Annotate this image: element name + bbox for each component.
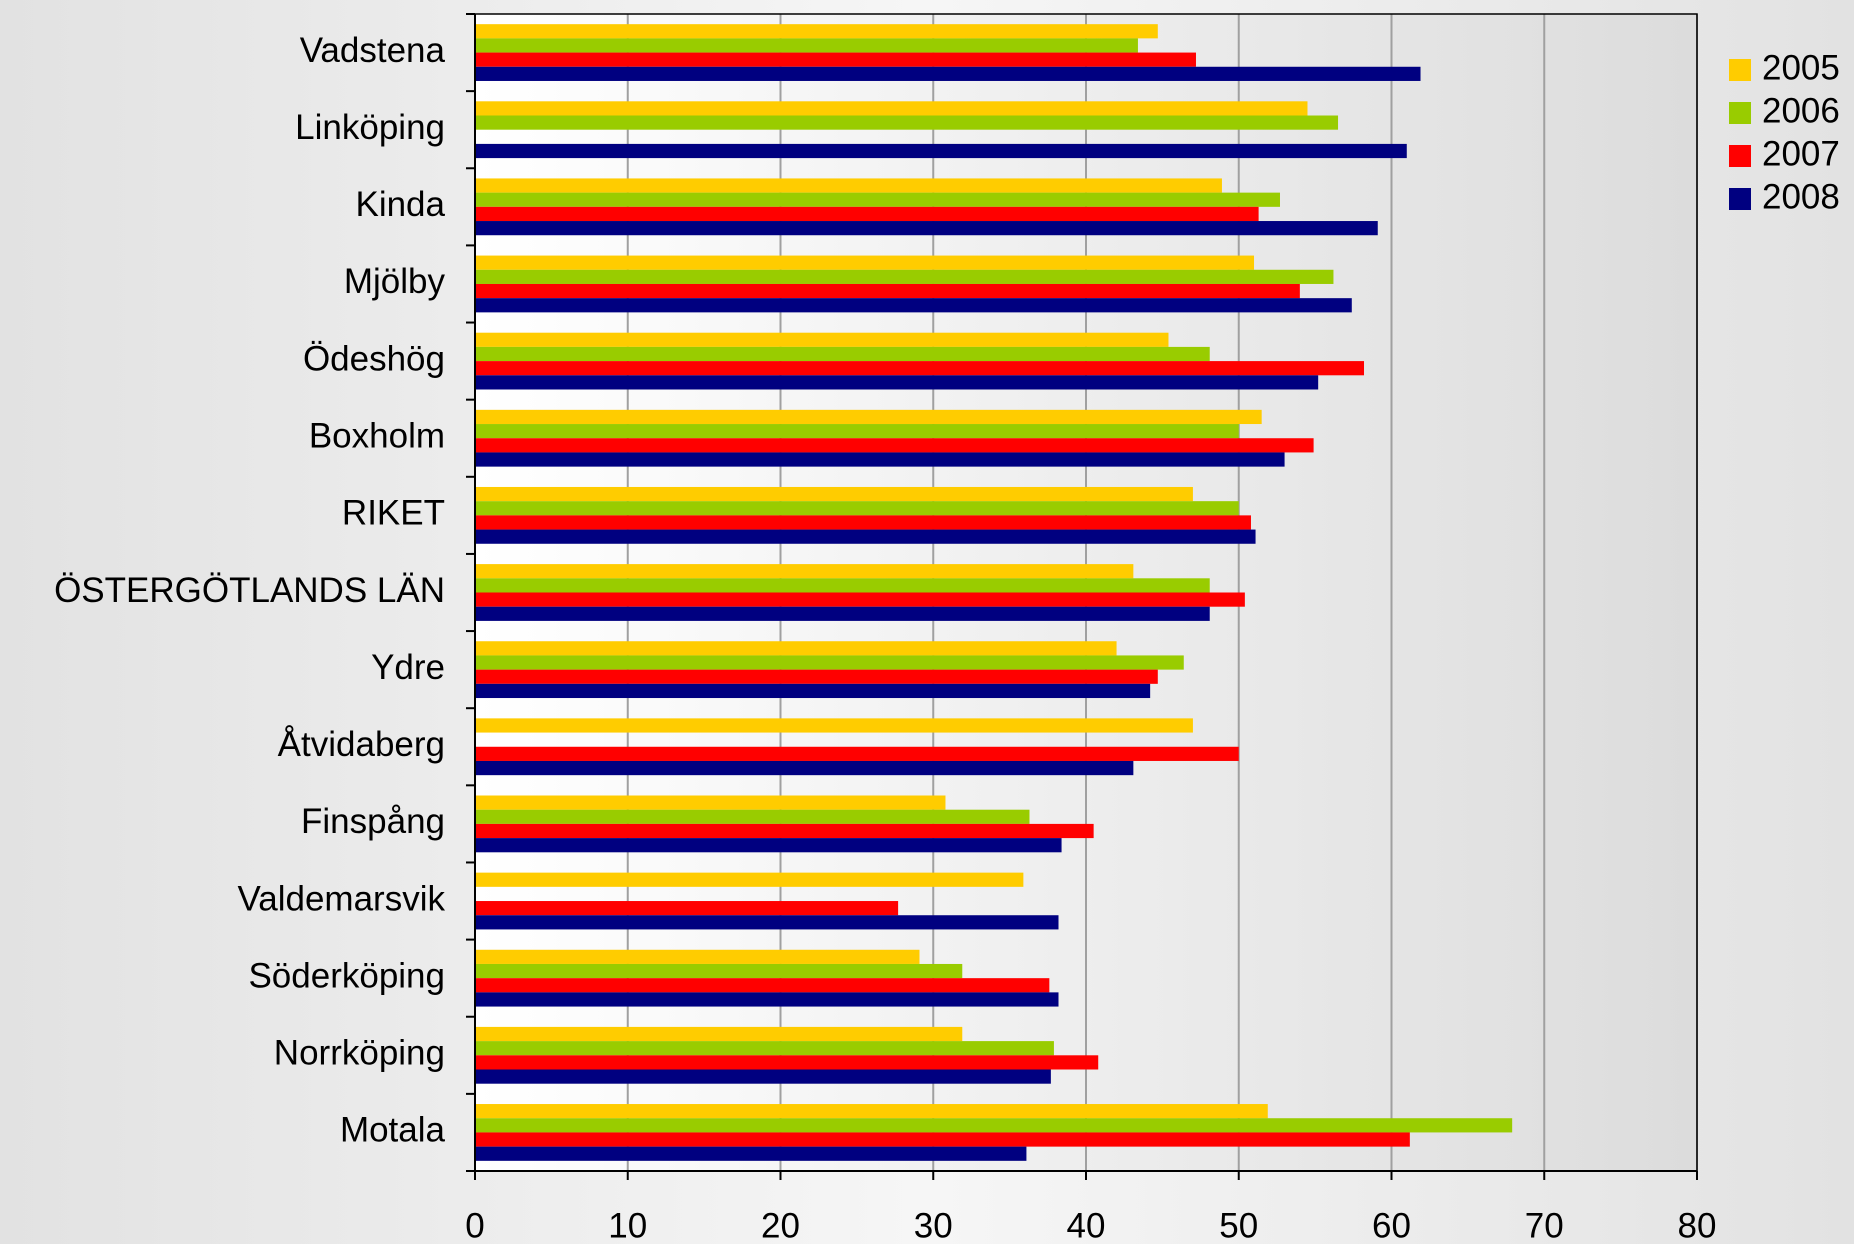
- bar: [475, 1104, 1268, 1119]
- x-tick-label: 60: [1372, 1206, 1411, 1244]
- x-tick-label: 50: [1219, 1206, 1258, 1244]
- bar: [475, 298, 1352, 313]
- y-tick-label: Kinda: [355, 185, 445, 224]
- bar: [475, 515, 1251, 530]
- bar: [475, 641, 1117, 656]
- bar: [475, 795, 946, 810]
- y-tick-label: Mjölby: [344, 262, 446, 301]
- bar: [475, 115, 1339, 130]
- x-tick-label: 0: [465, 1206, 484, 1244]
- bar: [475, 992, 1059, 1007]
- y-tick-label: Linköping: [295, 108, 445, 147]
- bar: [475, 529, 1256, 544]
- y-tick-label: Vadstena: [300, 31, 446, 70]
- bar: [475, 838, 1062, 853]
- bar: [475, 592, 1245, 607]
- bar: [475, 66, 1421, 81]
- y-tick-label: Finspång: [301, 802, 445, 841]
- bar: [475, 143, 1407, 159]
- y-tick-label: Norrköping: [274, 1034, 445, 1073]
- bar: [475, 38, 1138, 53]
- y-tick-label: Ödeshög: [303, 339, 445, 378]
- y-tick-label: ÖSTERGÖTLANDS LÄN: [54, 571, 445, 610]
- bar: [475, 206, 1259, 222]
- bar: [475, 1132, 1410, 1147]
- bar: [475, 1055, 1099, 1070]
- bar: [475, 823, 1094, 839]
- plot-border: [474, 13, 1698, 1172]
- bar: [475, 718, 1193, 733]
- legend-label: 2005: [1762, 48, 1840, 87]
- x-tick-label: 80: [1678, 1206, 1717, 1244]
- bar: [475, 760, 1134, 776]
- bar: [475, 283, 1300, 299]
- bar: [475, 24, 1158, 39]
- bar: [475, 1146, 1027, 1161]
- bar: [475, 746, 1239, 761]
- bar: [475, 1026, 963, 1042]
- x-tick-label: 40: [1067, 1206, 1106, 1244]
- x-tick-label: 20: [761, 1206, 800, 1244]
- y-tick-label: Söderköping: [248, 956, 445, 995]
- y-tick-label: RIKET: [342, 494, 445, 533]
- bar: [475, 683, 1151, 699]
- bar: [475, 221, 1378, 236]
- bar: [475, 501, 1239, 516]
- bar: [475, 669, 1158, 684]
- x-tick-label: 10: [608, 1206, 647, 1244]
- bar: [475, 655, 1184, 670]
- bar: [475, 915, 1059, 930]
- legend-swatch: [1729, 102, 1751, 124]
- bar: [475, 178, 1222, 193]
- x-tick-label: 70: [1525, 1206, 1564, 1244]
- y-tick-label: Valdemarsvik: [238, 879, 446, 918]
- bar: [475, 606, 1210, 621]
- bar: [475, 901, 899, 916]
- bar: [475, 872, 1024, 887]
- bar: [475, 438, 1314, 453]
- bar: [475, 192, 1280, 207]
- bar: [475, 346, 1210, 362]
- bar: [475, 424, 1239, 439]
- bar: [475, 361, 1365, 376]
- bar: [475, 963, 963, 979]
- bar: [475, 269, 1334, 284]
- bar: [475, 255, 1255, 270]
- bar: [475, 564, 1134, 579]
- bar: [475, 978, 1050, 993]
- y-tick-label: Boxholm: [309, 416, 445, 455]
- bar: [475, 949, 920, 964]
- bar: [475, 409, 1262, 425]
- bar: [475, 1069, 1051, 1084]
- bar: [475, 375, 1319, 390]
- bar: [475, 452, 1285, 467]
- bar: [475, 809, 1030, 824]
- bar: [475, 1041, 1054, 1056]
- legend-label: 2008: [1762, 177, 1840, 216]
- legend-swatch: [1729, 188, 1751, 210]
- bar: [475, 101, 1308, 116]
- bar: [475, 578, 1210, 593]
- x-tick-label: 30: [914, 1206, 953, 1244]
- y-tick-label: Åtvidaberg: [278, 725, 445, 764]
- legend-label: 2006: [1762, 91, 1840, 130]
- y-tick-label: Motala: [340, 1111, 446, 1150]
- bar: [475, 332, 1169, 347]
- legend-swatch: [1729, 145, 1751, 167]
- bar: [475, 486, 1193, 502]
- bar: [475, 52, 1196, 67]
- legend-swatch: [1729, 59, 1751, 81]
- y-tick-label: Ydre: [371, 648, 445, 687]
- bar: [475, 1118, 1513, 1133]
- legend-label: 2007: [1762, 134, 1840, 173]
